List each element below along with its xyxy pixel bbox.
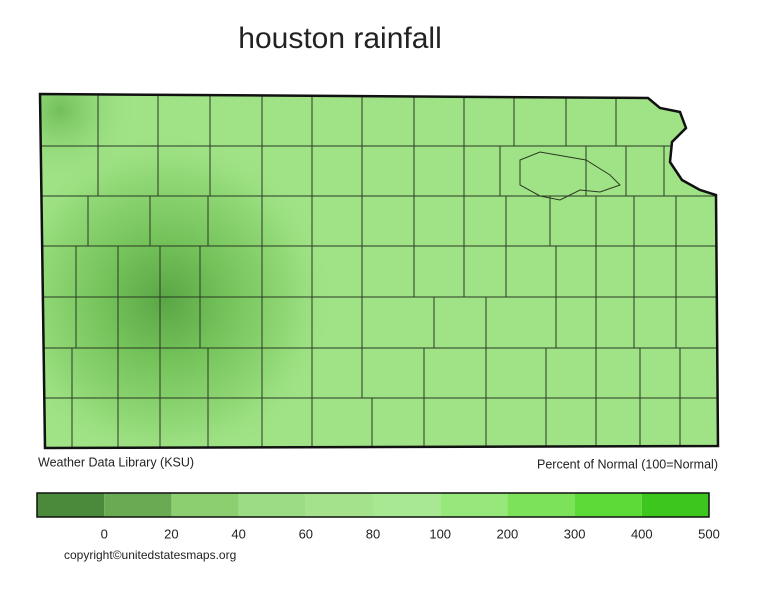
legend-swatch: [641, 493, 709, 517]
legend-swatch: [104, 493, 172, 517]
legend-swatch: [305, 493, 373, 517]
legend-tick-label: 400: [631, 526, 653, 541]
legend-swatch: [373, 493, 441, 517]
legend-tick-label: 80: [366, 526, 380, 541]
legend-swatch: [440, 493, 508, 517]
legend-swatch: [37, 493, 105, 517]
legend-swatch: [507, 493, 575, 517]
legend: 0 20 40 60 80 100 200 300 400 500: [37, 493, 720, 541]
legend-swatch: [238, 493, 306, 517]
legend-tick-label: 200: [497, 526, 519, 541]
legend-tick-label: 60: [299, 526, 313, 541]
kansas-map: [40, 94, 718, 448]
source-label: Weather Data Library (KSU): [38, 455, 194, 469]
legend-swatch: [574, 493, 642, 517]
legend-tick-label: 500: [698, 526, 720, 541]
legend-tick-label: 40: [231, 526, 245, 541]
legend-swatch: [171, 493, 239, 517]
units-label: Percent of Normal (100=Normal): [537, 457, 718, 471]
legend-frame: [36, 492, 710, 518]
legend-tick-label: 300: [564, 526, 586, 541]
legend-tick-label: 0: [101, 526, 108, 541]
state-outline: [38, 92, 720, 450]
legend-tick-label: 20: [164, 526, 178, 541]
copyright: copyright©unitedstatesmaps.org: [64, 548, 236, 562]
title: houston rainfall: [238, 22, 441, 55]
legend-tick-label: 100: [429, 526, 451, 541]
